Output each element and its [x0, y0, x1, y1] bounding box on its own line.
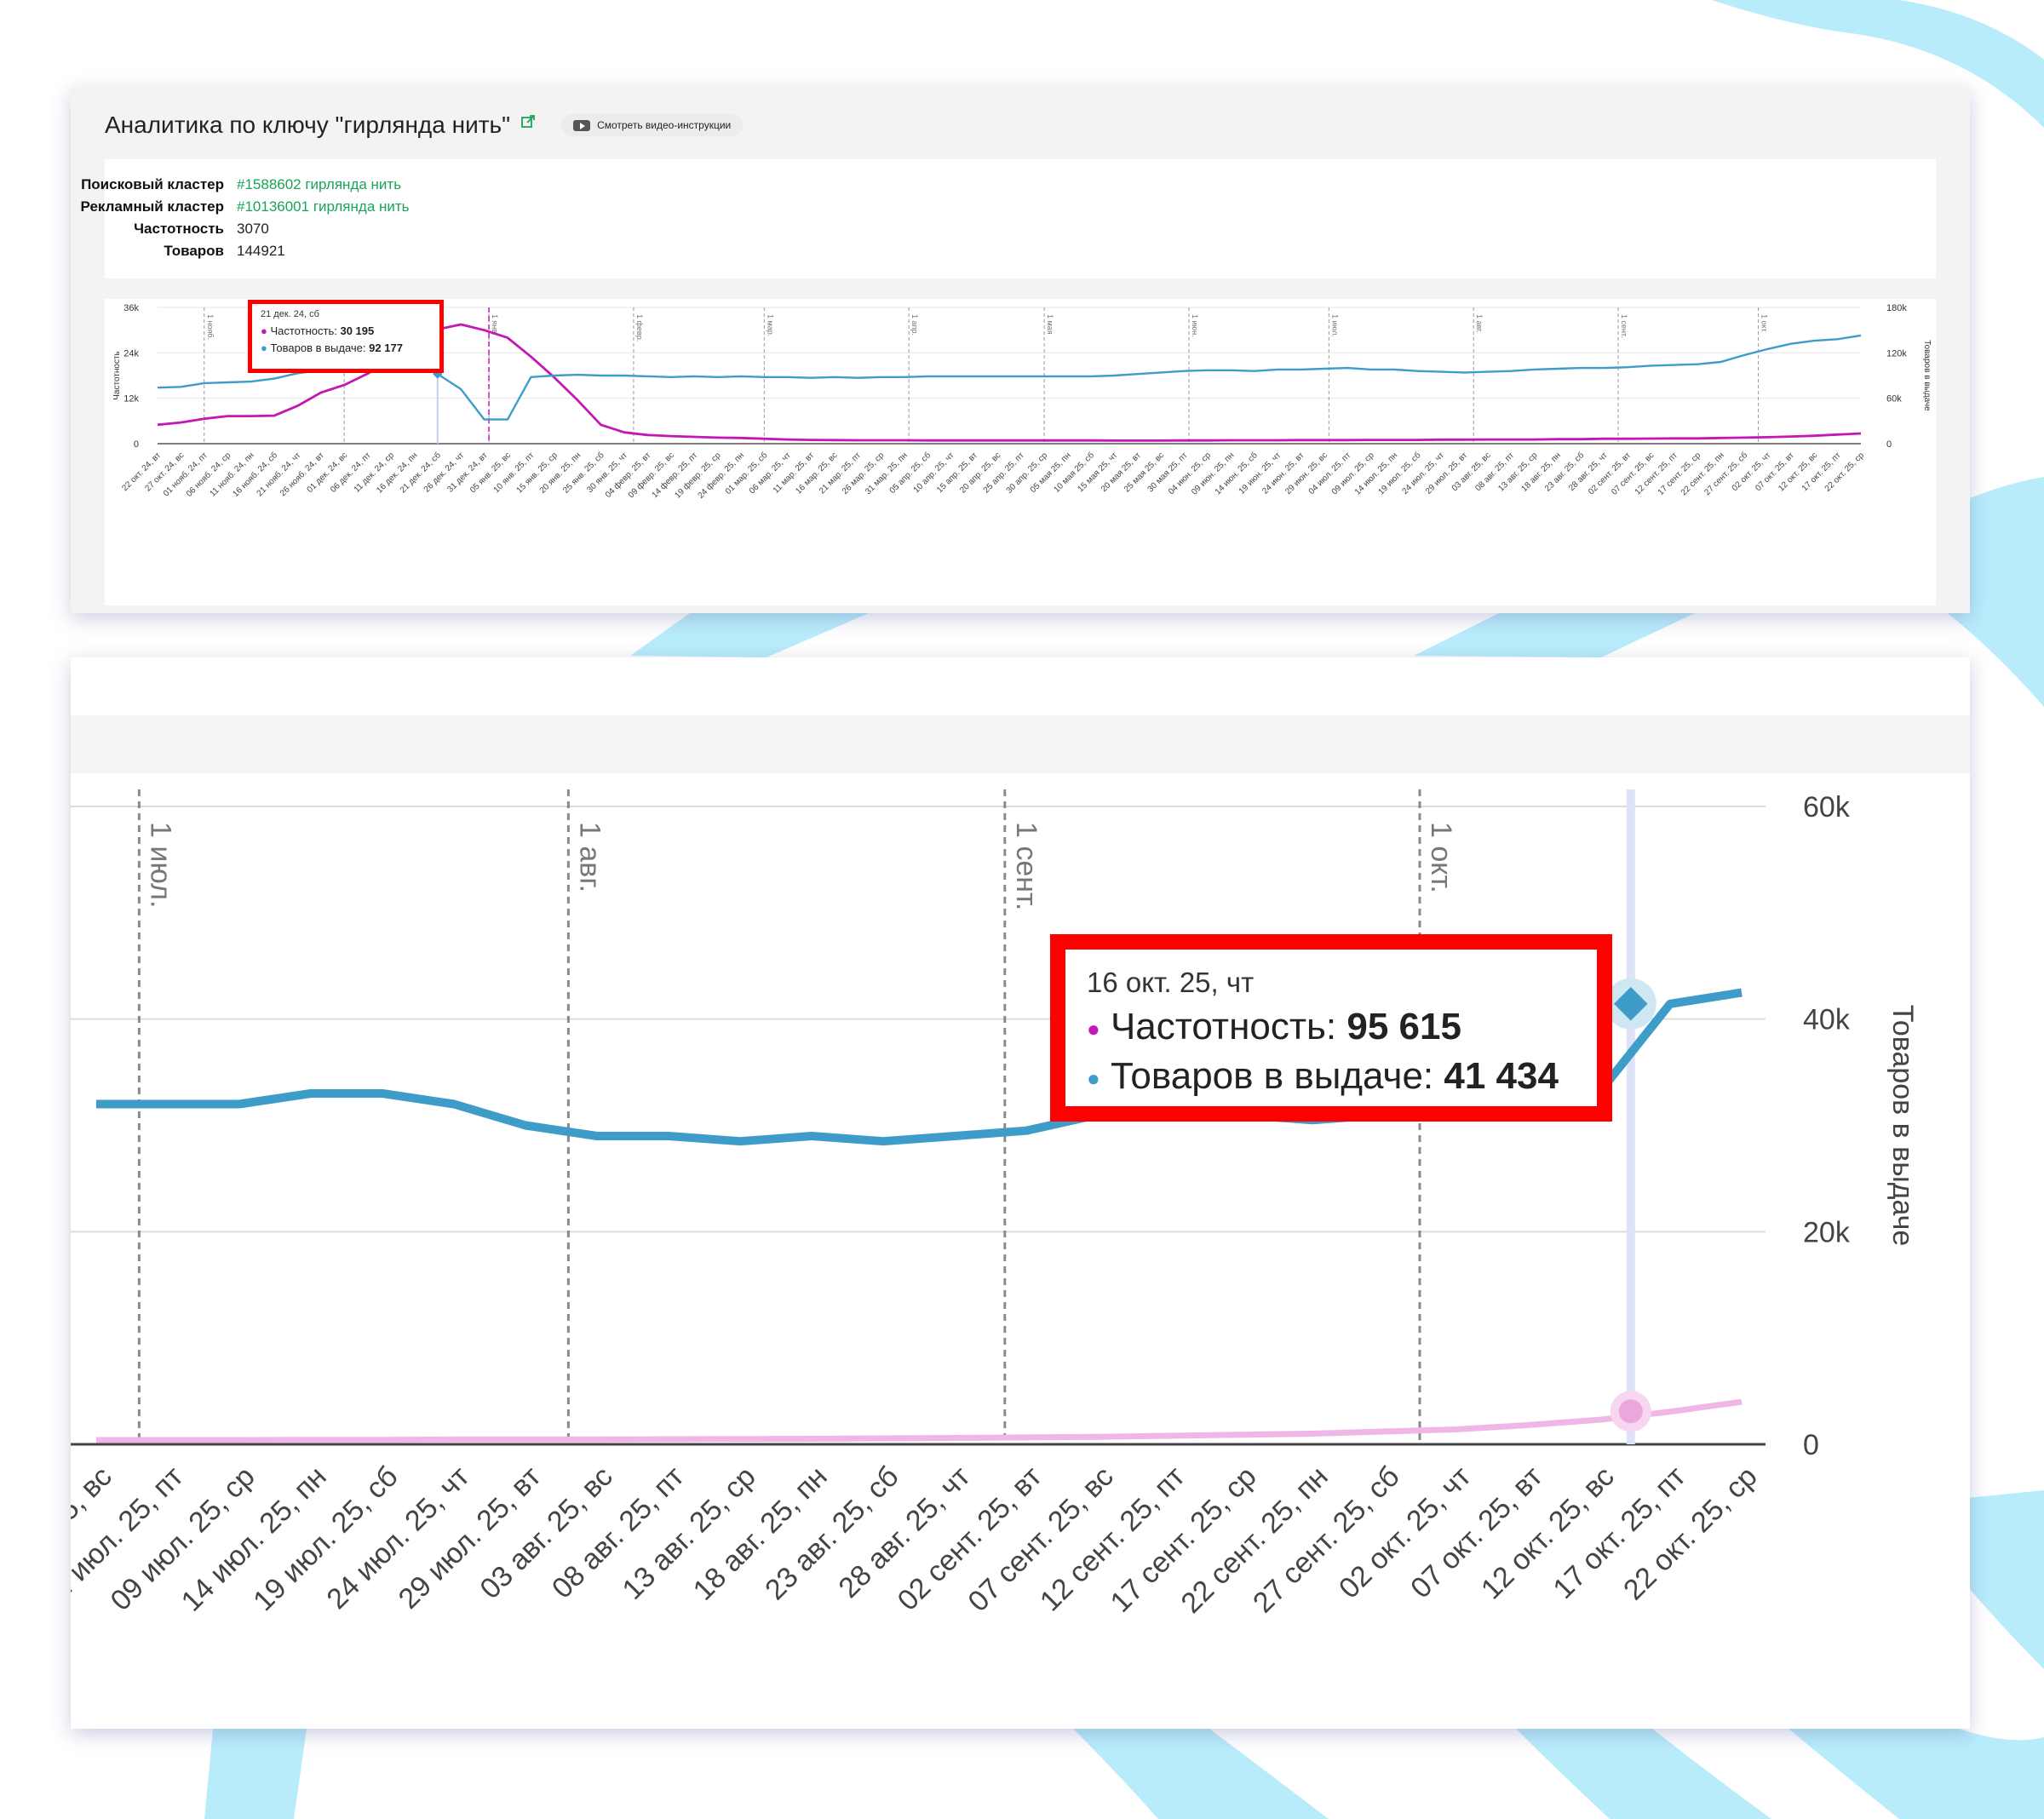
- y-left-tick: 12k: [123, 394, 139, 405]
- x-tick-label: 10 мая 25, сб: [1052, 450, 1096, 494]
- tooltip-highlight-zoomed: 16 окт. 25, чт ● Частотность: 95 615 ● Т…: [1050, 934, 1612, 1122]
- video-instructions-label: Смотреть видео-инструкции: [597, 119, 732, 131]
- month-marker-label: 1 июл.: [144, 822, 176, 908]
- month-marker-label: 1 окт.: [1425, 822, 1457, 893]
- frequency-hover-point: [1618, 1399, 1643, 1424]
- toolbar-strip: [71, 715, 1970, 773]
- ad-cluster-link[interactable]: #10136001 гирлянда нить: [237, 198, 410, 215]
- y-right-tick: 60k: [1803, 791, 1851, 823]
- y-right-tick: 120k: [1886, 348, 1907, 359]
- info-row-search-cluster: Поисковый кластер #1588602 гирлянда нить: [81, 176, 616, 198]
- chart-full-period: 0 12k 24k 36k 0 60k 120k 180k Частотность Товаров…: [105, 299, 1936, 605]
- info-row-products: Товаров 144921: [105, 243, 616, 265]
- tooltip-products-row: ● Товаров в выдаче: 41 434: [1087, 1055, 1559, 1098]
- tooltip-frequency-value: 95 615: [1346, 1006, 1461, 1047]
- tooltip-frequency-row: ● Частотность: 30 195: [261, 324, 374, 337]
- month-marker-label: 1 мар.: [766, 314, 774, 336]
- chart-zoomed-svg: 0 20k 40k 60k Товаров в выдаче 1 июл. 1 авг. 1 …: [0, 789, 1919, 1620]
- products-hover-point: [1614, 986, 1648, 1021]
- info-key: Поисковый кластер: [81, 176, 224, 192]
- info-value: 144921: [237, 243, 285, 259]
- tooltip-frequency-value: 30 195: [340, 324, 375, 337]
- month-marker-label: 1 сент.: [1620, 314, 1628, 338]
- tooltip-products-row: ● Товаров в выдаче: 92 177: [261, 341, 403, 354]
- info-key: Частотность: [134, 221, 224, 237]
- search-cluster-link[interactable]: #1588602 гирлянда нить: [237, 176, 402, 192]
- info-key: Товаров: [164, 243, 224, 259]
- month-marker-label: 1 янв.: [491, 314, 499, 336]
- info-panel: Поисковый кластер #1588602 гирлянда нить…: [81, 159, 1936, 278]
- month-marker-label: 1 окт.: [1760, 314, 1768, 333]
- tooltip-frequency-label: Частотность:: [1110, 1006, 1337, 1047]
- frequency-series-line: [96, 1398, 1743, 1443]
- analytics-card: Аналитика по ключу "гирлянда нить" Смотр…: [71, 88, 1970, 613]
- products-dot-icon: ●: [1087, 1064, 1100, 1091]
- page-title: Аналитика по ключу "гирлянда нить": [105, 112, 511, 138]
- y-left-tick: 24k: [123, 348, 139, 359]
- tooltip-products-label: Товаров в выдаче:: [1110, 1055, 1434, 1097]
- zoomed-chart-card: 0 20k 40k 60k Товаров в выдаче 1 июл. 1 авг. 1 …: [0, 657, 1970, 1729]
- video-instructions-button[interactable]: Смотреть видео-инструкции: [561, 114, 744, 136]
- month-marker-label: 1 авг.: [1475, 314, 1484, 333]
- y-right-tick: 0: [1886, 439, 1892, 450]
- y-left-tick: 36k: [123, 303, 139, 313]
- external-link-icon[interactable]: [520, 114, 536, 129]
- month-marker-label: 1 апр.: [910, 314, 919, 336]
- y-right-axis-label: Товаров в выдаче: [1886, 1005, 1919, 1247]
- y-right-tick: 180k: [1886, 303, 1907, 313]
- y-right-axis-label: Товаров в выдаче: [1922, 340, 1932, 411]
- tooltip-frequency-label: Частотность:: [270, 324, 337, 337]
- title-row: Аналитика по ключу "гирлянда нить" Смотр…: [105, 100, 744, 151]
- chart-full-svg: 0 12k 24k 36k 0 60k 120k 180k Частотность Товаров…: [112, 303, 1932, 501]
- month-marker-label: 1 февр.: [635, 314, 644, 341]
- frequency-dot-icon: ●: [1087, 1015, 1100, 1041]
- tooltip-products-value: 41 434: [1444, 1055, 1559, 1097]
- products-dot-icon: ●: [261, 341, 267, 354]
- y-left-axis-label: Частотность: [112, 351, 122, 400]
- info-row-ad-cluster: Рекламный кластер #10136001 гирлянда нит…: [81, 198, 616, 221]
- tooltip-frequency-row: ● Частотность: 95 615: [1087, 1006, 1461, 1048]
- info-row-frequency: Частотность 3070: [105, 221, 616, 243]
- x-tick-label: 05 апр. 25, сб: [887, 450, 933, 496]
- y-left-tick: 0: [134, 439, 139, 450]
- month-marker-label: 1 июн.: [1191, 314, 1199, 337]
- tooltip-date: 21 дек. 24, сб: [261, 309, 319, 319]
- frequency-dot-icon: ●: [261, 324, 267, 337]
- month-marker-label: 1 авг.: [573, 822, 606, 892]
- chart-zoomed: 0 20k 40k 60k Товаров в выдаче 1 июл. 1 авг. 1 …: [0, 657, 1970, 1729]
- x-tick-label: 21 дек. 24, сб: [398, 450, 443, 495]
- y-right-tick: 40k: [1803, 1004, 1851, 1036]
- y-right-tick: 0: [1803, 1429, 1819, 1461]
- info-key: Рекламный кластер: [80, 198, 224, 215]
- month-marker-label: 1 сент.: [1010, 822, 1042, 910]
- youtube-icon: [573, 119, 591, 131]
- month-marker-label: 1 мая: [1046, 314, 1054, 335]
- y-right-tick: 20k: [1803, 1216, 1851, 1248]
- y-right-tick: 60k: [1886, 394, 1902, 405]
- tooltip-products-label: Товаров в выдаче:: [270, 341, 366, 354]
- tooltip-date: 16 окт. 25, чт: [1087, 967, 1255, 998]
- x-tick-label: 25 янв. 25, сб: [561, 450, 606, 495]
- month-marker-label: 1 нояб.: [206, 314, 215, 340]
- tooltip-products-value: 92 177: [369, 341, 403, 354]
- info-value: 3070: [237, 221, 269, 237]
- tooltip-highlight: 21 дек. 24, сб ● Частотность: 30 195 ● Т…: [248, 300, 444, 373]
- month-marker-label: 1 июл.: [1330, 314, 1339, 337]
- products-series-line: [157, 334, 1862, 421]
